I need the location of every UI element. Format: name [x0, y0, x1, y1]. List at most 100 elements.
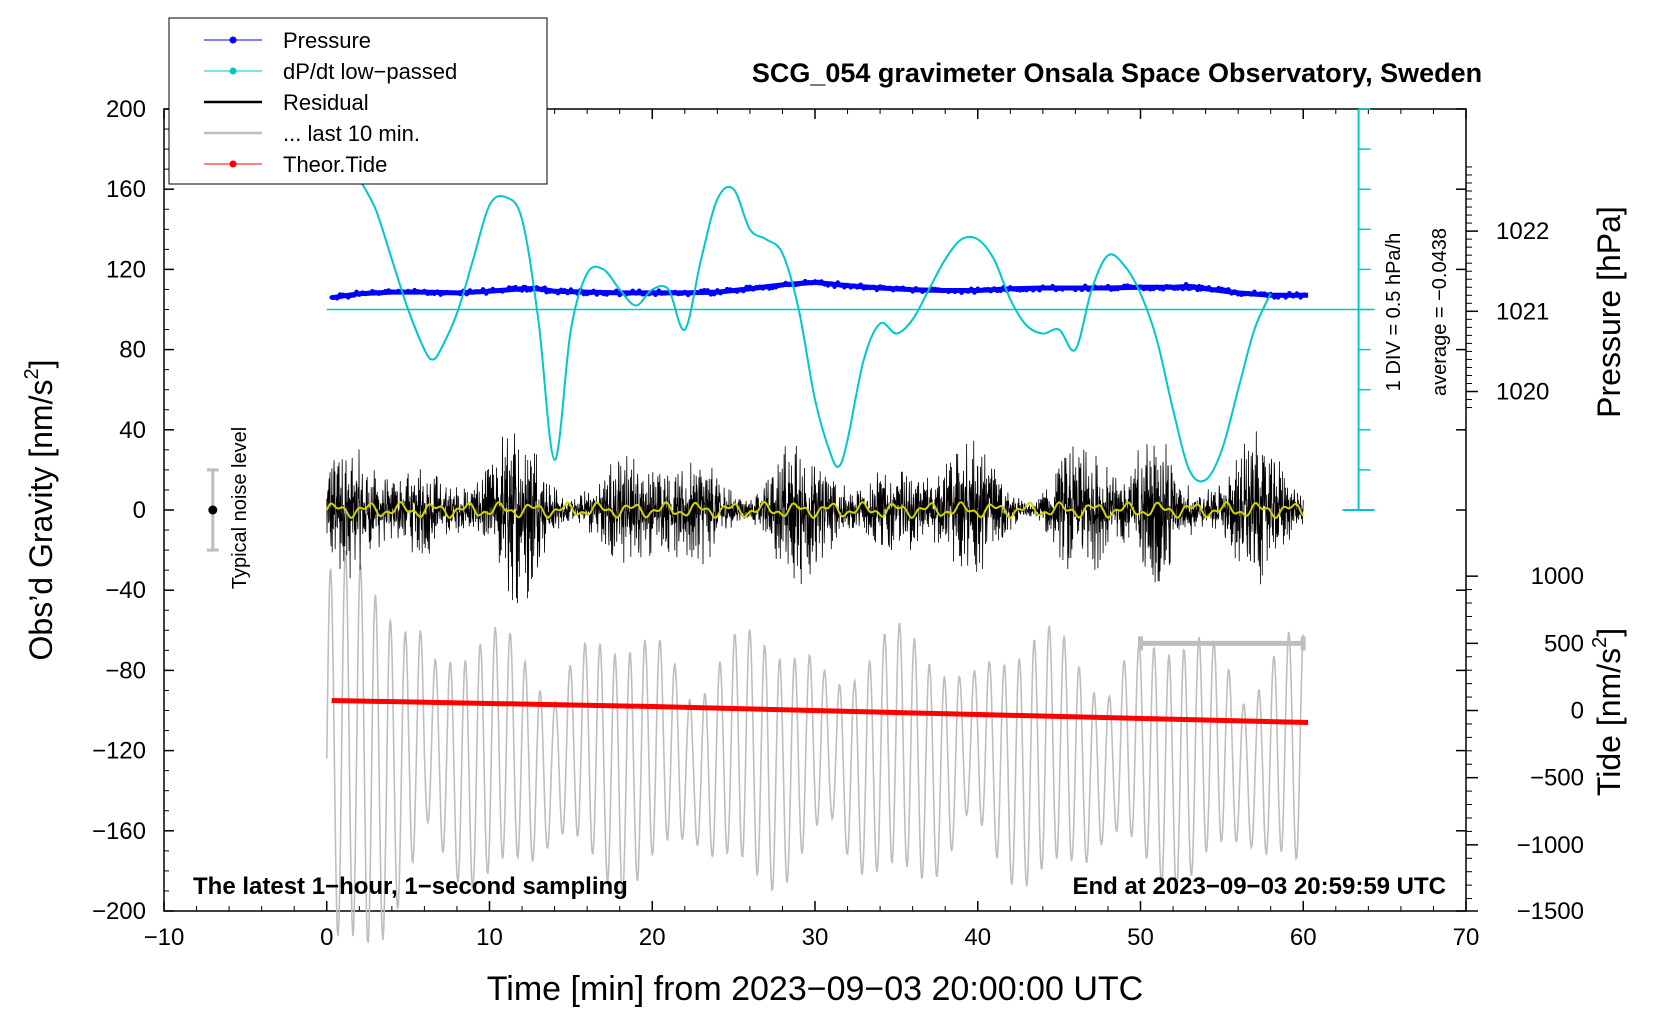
pressure-point [542, 285, 547, 290]
x-tick-label: 30 [802, 924, 829, 951]
pressure-point [484, 291, 489, 296]
pressure-point [1017, 288, 1023, 293]
pressure-point [744, 284, 749, 290]
pressure-point [816, 279, 821, 284]
residual-series [325, 431, 1305, 604]
pressure-point [487, 288, 492, 293]
pressure-point [998, 288, 1003, 293]
pressure-point [1027, 286, 1033, 291]
pressure-point [949, 288, 954, 294]
tide-axis-label-sup: 2 [1589, 637, 1611, 648]
pressure-point [708, 292, 713, 297]
pressure-point [786, 282, 792, 288]
x-tick-label: −10 [144, 924, 185, 951]
pressure-point [659, 291, 665, 296]
x-tick-label: 20 [639, 924, 666, 951]
pressure-point [558, 287, 564, 292]
pressure-point [903, 286, 909, 292]
pressure-point [392, 289, 398, 295]
noise-level-bar [206, 468, 219, 552]
pressure-point [1239, 292, 1244, 297]
footer-right: End at 2023−09−03 20:59:59 UTC [1072, 873, 1446, 900]
pressure-series [329, 278, 1309, 301]
pressure-point [835, 280, 840, 285]
pressure-point [838, 283, 844, 288]
pressure-point [757, 284, 762, 289]
dpdt-line [358, 178, 1272, 483]
pressure-point [1298, 295, 1303, 300]
pressure-point [962, 288, 967, 294]
pressure-point [565, 290, 570, 296]
last-10-min-series [326, 550, 1305, 943]
tide-tick-label: 500 [1544, 630, 1584, 657]
pressure-point [845, 282, 850, 288]
pressure-point [685, 292, 691, 298]
theor-tide-line [331, 698, 1309, 725]
pressure-point [637, 288, 642, 293]
pressure-point [467, 288, 473, 293]
pressure-point [978, 288, 984, 293]
pressure-point [1060, 287, 1065, 292]
pressure-point [428, 291, 434, 296]
pressure-point [741, 288, 746, 294]
x-tick-label: 0 [320, 924, 333, 951]
pressure-point [1164, 284, 1169, 289]
pressure-point [627, 291, 632, 296]
pressure-point [1287, 291, 1292, 296]
legend: Pressure dP/dt low−passed Residual ... last… [168, 17, 548, 185]
pressure-point [773, 285, 779, 290]
pressure-point [1034, 286, 1039, 291]
dpdt-div-label: 1 DIV = 0.5 hPa/h [1383, 233, 1405, 391]
pressure-point [1063, 285, 1068, 290]
pressure-point [825, 283, 831, 288]
tide-axis-label: Tide [nm/s2] [1589, 628, 1627, 796]
y-axis-label-sup: 2 [21, 368, 43, 379]
pressure-point [1182, 285, 1187, 290]
dpdt-scale [326, 108, 1375, 511]
legend-swatch-dot [229, 160, 237, 168]
pressure-point [1258, 291, 1264, 296]
pressure-point [1037, 288, 1042, 293]
legend-label: ... last 10 min. [283, 121, 420, 146]
pressure-point [695, 290, 700, 295]
legend-label: dP/dt low−passed [283, 59, 457, 84]
pressure-point [1073, 287, 1078, 293]
pressure-point [477, 289, 482, 295]
pressure-point [1109, 287, 1114, 292]
pressure-point [601, 291, 606, 297]
legend-label: Pressure [283, 28, 371, 53]
pressure-point [1245, 290, 1251, 296]
pressure-point [1069, 285, 1075, 291]
pressure-point [1043, 286, 1049, 291]
pressure-point [412, 287, 417, 293]
pressure-point [506, 285, 512, 290]
pressure-point [855, 285, 860, 290]
tide-axis-label-close: ] [1591, 628, 1627, 637]
pressure-point [656, 288, 661, 293]
pressure-point [884, 285, 889, 291]
tide-tick-label: 1000 [1531, 563, 1584, 590]
pressure-point [1216, 285, 1221, 291]
pressure-point [679, 291, 684, 296]
pressure-point [471, 290, 476, 295]
pressure-point [764, 284, 769, 289]
pressure-point [607, 290, 613, 296]
pressure-point [933, 286, 938, 292]
pressure-point [1262, 291, 1267, 296]
pressure-point [1105, 283, 1111, 289]
y-axis-ticks: 200 160 120 80 40 0 −40 −80 −120 −160 −200 [92, 96, 1466, 925]
last-10-min-line [326, 550, 1305, 943]
pressure-point [1050, 283, 1055, 289]
x-tick-label: 40 [964, 924, 991, 951]
pressure-point [1047, 286, 1052, 291]
pressure-point [1138, 284, 1143, 289]
legend-swatch-dot [229, 36, 237, 44]
y-axis-label-main: Obs’d Gravity [nm/s [23, 380, 59, 661]
noise-bar-center [208, 505, 218, 515]
chart-title: SCG_054 gravimeter Onsala Space Observat… [752, 58, 1482, 88]
pressure-point [871, 284, 876, 289]
pressure-point [751, 287, 756, 292]
pressure-point [1008, 285, 1013, 290]
pressure-point [432, 291, 437, 296]
